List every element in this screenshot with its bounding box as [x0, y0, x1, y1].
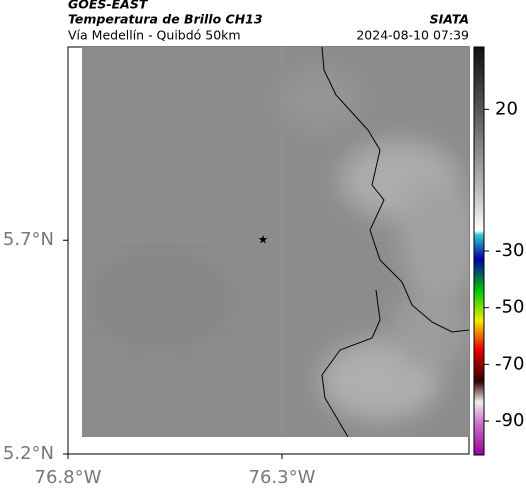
- x-tick-label: 76.3°W: [249, 467, 316, 488]
- y-tick-label: 5.7°N: [3, 229, 54, 250]
- colorbar-tick-label: -30: [495, 240, 524, 261]
- source: SIATA: [430, 12, 469, 27]
- svg-text:★: ★: [258, 233, 269, 247]
- colorbar-tick-label: -90: [495, 410, 524, 431]
- x-tick-label: 76.8°W: [35, 467, 102, 488]
- title: GOES-EAST: [68, 0, 149, 12]
- subtitle: Temperatura de Brillo CH13: [68, 12, 263, 27]
- colorbar: [473, 46, 485, 456]
- colorbar-tick-label: -50: [495, 297, 524, 318]
- route: Vía Medellín - Quibdó 50km: [68, 28, 241, 43]
- y-tick-label: 5.2°N: [3, 443, 54, 464]
- colorbar-tick-label: 20: [495, 98, 518, 119]
- colorbar-tick-label: -70: [495, 353, 524, 374]
- datetime: 2024-08-10 07:39: [356, 28, 469, 43]
- satellite-image: ★: [82, 47, 469, 437]
